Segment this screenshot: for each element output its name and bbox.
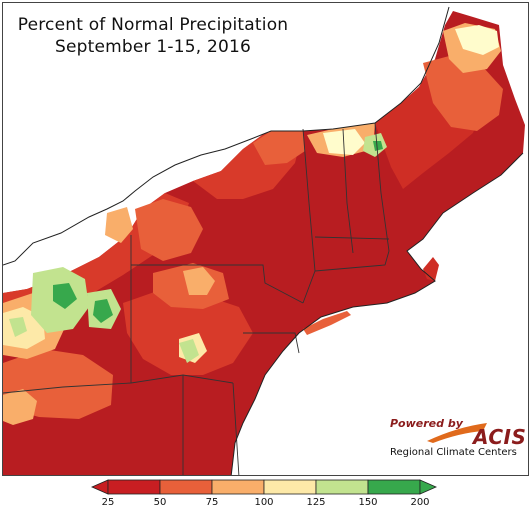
atlantic-coastline bbox=[230, 152, 524, 475]
map-subtitle: September 1-15, 2016 bbox=[54, 37, 252, 57]
coastline bbox=[3, 6, 450, 266]
green-dark-center bbox=[93, 299, 113, 323]
legend-swatch-5 bbox=[315, 479, 369, 495]
map-title: Percent of Normal Precipitation bbox=[17, 15, 289, 35]
legend-tick: 75 bbox=[205, 497, 219, 508]
green-dark-west bbox=[53, 283, 77, 309]
legend-tick: 150 bbox=[358, 497, 378, 508]
orange-ny bbox=[253, 131, 305, 165]
long-island bbox=[303, 311, 351, 335]
powered-by-text: Powered by bbox=[390, 417, 463, 430]
acis-logo: Powered by ACIS Regional Climate Centers bbox=[387, 417, 526, 461]
map-graphic bbox=[3, 3, 528, 475]
yellow-maine bbox=[455, 25, 499, 55]
state-borders bbox=[3, 122, 390, 475]
legend-tick: 125 bbox=[306, 497, 326, 508]
legend-tick: 200 bbox=[410, 497, 430, 508]
color-legend: 25 50 75 100 125 150 200 bbox=[90, 478, 440, 510]
legend-tick: 50 bbox=[153, 497, 167, 508]
legend-arrow-right bbox=[419, 479, 437, 495]
rcc-subtitle: Regional Climate Centers bbox=[390, 447, 517, 458]
legend-arrow-left bbox=[91, 479, 109, 495]
tan-center bbox=[183, 267, 215, 295]
band-red-south bbox=[123, 289, 253, 375]
legend-tick: 25 bbox=[101, 497, 115, 508]
legend-swatch-2 bbox=[159, 479, 213, 495]
legend-tick: 100 bbox=[254, 497, 274, 508]
tan-ny-west bbox=[105, 207, 133, 243]
legend-swatch-6 bbox=[367, 479, 421, 495]
orange-maine-coast bbox=[423, 55, 503, 131]
acis-word: ACIS bbox=[473, 425, 527, 449]
orange-northwest bbox=[135, 199, 203, 261]
green-light-south bbox=[179, 339, 199, 363]
legend-swatch-1 bbox=[107, 479, 161, 495]
tan-southwest bbox=[3, 389, 37, 425]
green-dark-vt bbox=[373, 141, 383, 151]
great-lakes bbox=[3, 3, 451, 265]
cape-cod bbox=[423, 257, 439, 281]
green-light-sw bbox=[9, 317, 27, 337]
precipitation-map: Percent of Normal Precipitation Septembe… bbox=[2, 2, 529, 476]
legend-swatch-3 bbox=[211, 479, 265, 495]
acis-swoosh-icon bbox=[427, 423, 487, 443]
legend-bar bbox=[91, 479, 437, 495]
legend-swatch-4 bbox=[263, 479, 317, 495]
atlantic-ocean bbox=[231, 145, 528, 475]
